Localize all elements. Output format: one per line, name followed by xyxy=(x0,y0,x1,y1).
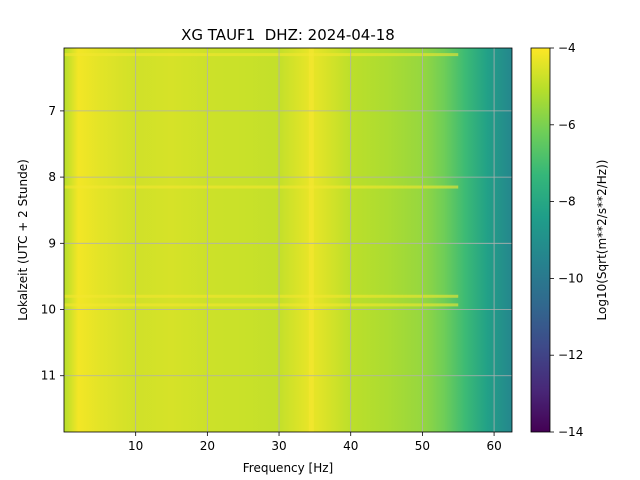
y-tick-label: 7 xyxy=(48,104,56,118)
frequency-lines xyxy=(308,48,314,432)
x-tick-label: 20 xyxy=(200,439,215,453)
colorbar-tick-label: −10 xyxy=(558,271,583,285)
grid-lines xyxy=(64,48,512,432)
x-axis-ticks: 10 20 30 40 50 60 xyxy=(128,432,502,453)
colorbar-tick-label: −8 xyxy=(558,195,576,209)
chart-title: XG TAUF1 DHZ: 2024-04-18 xyxy=(181,26,395,44)
x-tick-label: 10 xyxy=(128,439,143,453)
y-axis-label: Lokalzeit (UTC + 2 Stunde) xyxy=(16,159,30,321)
plot-frame xyxy=(63,47,513,433)
x-axis-label: Frequency [Hz] xyxy=(243,461,334,475)
colorbar-tick-label: −14 xyxy=(558,425,583,439)
plot-area xyxy=(64,48,512,432)
colorbar-tick-label: −12 xyxy=(558,348,583,362)
time-bands xyxy=(64,53,459,307)
colorbar-tick-label: −6 xyxy=(558,118,576,132)
y-tick-label: 10 xyxy=(41,303,56,317)
spectrogram-image xyxy=(64,48,512,432)
y-tick-label: 8 xyxy=(48,170,56,184)
y-tick-label: 9 xyxy=(48,236,56,250)
bright-band xyxy=(64,294,459,298)
x-tick-label: 50 xyxy=(415,439,430,453)
y-axis-ticks: 7 8 9 10 11 xyxy=(41,104,64,383)
bright-band xyxy=(64,185,459,189)
colorbar xyxy=(530,47,551,433)
x-tick-label: 30 xyxy=(271,439,286,453)
x-tick-label: 40 xyxy=(343,439,358,453)
x-tick-label: 60 xyxy=(486,439,501,453)
colorbar-label: Log10(Sqrt(m**2/s**2/Hz)) xyxy=(595,160,609,321)
bright-band xyxy=(64,303,459,307)
bright-frequency-line xyxy=(308,48,314,432)
colorbar-ticks: −4 −6 −8 −10 −12 −14 xyxy=(550,41,583,439)
y-tick-label: 11 xyxy=(41,369,56,383)
bright-band xyxy=(64,53,459,57)
colorbar-tick-label: −4 xyxy=(558,41,576,55)
